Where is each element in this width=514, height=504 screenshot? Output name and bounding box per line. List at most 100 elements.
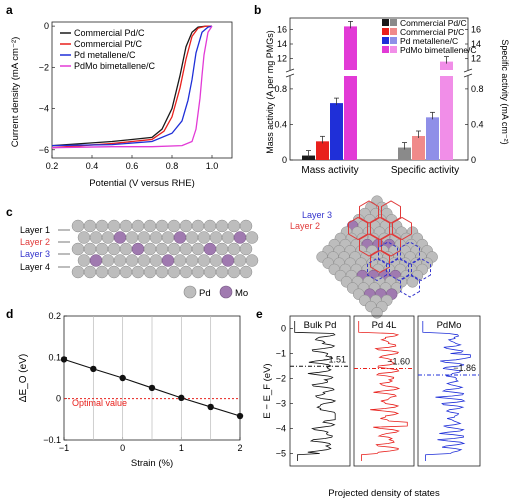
panel-a-frame <box>51 21 233 159</box>
pd-atom <box>149 231 163 244</box>
pd-legend-label: Pd <box>199 288 211 299</box>
panel-label-b: b <box>254 3 261 17</box>
b-legend-swatch <box>382 19 389 26</box>
a-ytick-label: −6 <box>39 145 49 155</box>
e-dband-center-label: −1.86 <box>453 363 476 373</box>
pd-atom <box>167 265 181 279</box>
pd-atom <box>209 254 223 267</box>
b-bar <box>426 117 439 160</box>
b-legend-swatch <box>382 37 389 44</box>
pd-atom <box>95 219 109 233</box>
layer-3-hexagon <box>389 257 409 282</box>
pd-atom <box>173 254 187 267</box>
e-ytick-label: −1 <box>276 349 286 359</box>
pd-atom <box>221 231 235 244</box>
pd-atom <box>137 231 151 244</box>
layer-2-hexagon <box>359 200 379 224</box>
d-ytick-label: −0.1 <box>43 435 61 445</box>
panel-d-ylabel: ΔE_O (eV) <box>18 354 29 402</box>
d-point <box>207 403 214 411</box>
pd-atom <box>239 265 253 279</box>
pd-atom <box>215 242 229 256</box>
pd-atom <box>167 219 181 233</box>
pd-atom <box>143 219 157 233</box>
pd-atom <box>203 265 217 279</box>
pd-atom <box>125 231 139 244</box>
d-point <box>178 394 185 402</box>
pd-atom <box>245 231 259 244</box>
layer-4-label: Layer 4 <box>20 262 50 272</box>
panel-a-xlabel: Potential (V versus RHE) <box>89 178 195 189</box>
mo-atom <box>113 231 127 244</box>
d-ytick-label: 0 <box>56 394 61 404</box>
a-ytick-label: 0 <box>44 21 49 31</box>
pd-atom <box>185 231 199 244</box>
b-ytick-label-right: 0 <box>471 155 476 165</box>
panel-c-structure: Layer 1 Layer 2 Layer 3 Layer 4 Layer 3 … <box>20 195 438 319</box>
panel-b-ylabel-left: Mass activity (A per mg PMGs) <box>265 30 275 154</box>
mo-atom <box>233 231 247 244</box>
panel-b-category-mass: Mass activity <box>301 165 358 176</box>
e-subpanel-frame <box>353 315 415 467</box>
pd-atom <box>89 231 103 244</box>
pd-atom <box>125 254 139 267</box>
b-bar <box>398 147 411 160</box>
a-legend-label: Commercial Pd/C <box>74 28 145 38</box>
optimal-value-label: Optimal value <box>72 398 127 408</box>
layer-2-hexagon <box>348 216 368 241</box>
pd-atom <box>155 242 169 256</box>
pd-atom <box>71 265 85 279</box>
b-ytick-upper-label: 12 <box>277 54 287 64</box>
panel-b-chart: Mass activity (A per mg PMGs) Specific a… <box>265 17 510 176</box>
b-bar <box>412 136 425 160</box>
b-legend-swatch <box>382 28 389 35</box>
pd-atom <box>227 242 241 256</box>
pd-atom <box>215 265 229 279</box>
layer-2-hexagon <box>381 200 401 224</box>
panel-label-c: c <box>6 205 13 219</box>
e-subpanel-title: Pd 4L <box>372 320 397 331</box>
pd-atom <box>77 254 91 267</box>
pd-atom <box>119 219 133 233</box>
pd-atom <box>197 254 211 267</box>
pd-atom <box>245 254 259 267</box>
e-dos-curve <box>358 321 408 461</box>
b-bar <box>330 103 343 160</box>
d-xtick-label: −1 <box>59 443 69 453</box>
mo-atom <box>89 254 103 267</box>
side-view-slab <box>71 219 259 279</box>
a-ytick-label: −2 <box>39 62 49 72</box>
e-ytick-label: −2 <box>276 374 286 384</box>
a-series-line-1 <box>51 25 212 149</box>
b-break-mark <box>463 68 473 73</box>
layer-3-label: Layer 3 <box>20 249 50 259</box>
d-xtick-label: 1 <box>179 443 184 453</box>
pd-atom <box>239 219 253 233</box>
panel-d-chart: ΔE_O (eV) Strain (%) −1 0 1 2 −0.1 0 0.1 0.2 Op… <box>18 311 244 469</box>
b-bar <box>344 26 357 161</box>
b-ytick-label: 0.4 <box>274 119 287 129</box>
pd-atom <box>95 265 109 279</box>
b-axis-break <box>286 70 294 76</box>
b-legend-label: Commercial Pt/C <box>400 27 464 37</box>
layer-3-hexagon <box>400 274 420 298</box>
pd-atom <box>155 265 169 279</box>
a-series-line-0 <box>51 25 212 147</box>
e-ytick-label: −4 <box>276 424 286 434</box>
pd-atom <box>77 231 91 244</box>
b-break-mark <box>285 68 295 73</box>
panel-e-xlabel: Projected density of states <box>328 488 440 499</box>
b-bar-break <box>439 70 454 76</box>
pd-atom <box>143 265 157 279</box>
pd-atom <box>371 307 383 319</box>
mo-atom <box>161 254 175 267</box>
panel-e-ylabel: E − E_F (eV) <box>262 363 273 418</box>
layer-2-hexagon <box>370 216 390 241</box>
a-xtick-label: 1.0 <box>206 161 219 171</box>
b-legend-swatch <box>390 46 397 53</box>
pd-atom <box>119 242 133 256</box>
layer-2-label: Layer 2 <box>20 237 50 247</box>
e-dband-center-label: −1.60 <box>387 357 410 367</box>
d-ytick-label: 0.1 <box>48 352 61 362</box>
e-subpanel-title: PdMo <box>437 320 462 331</box>
